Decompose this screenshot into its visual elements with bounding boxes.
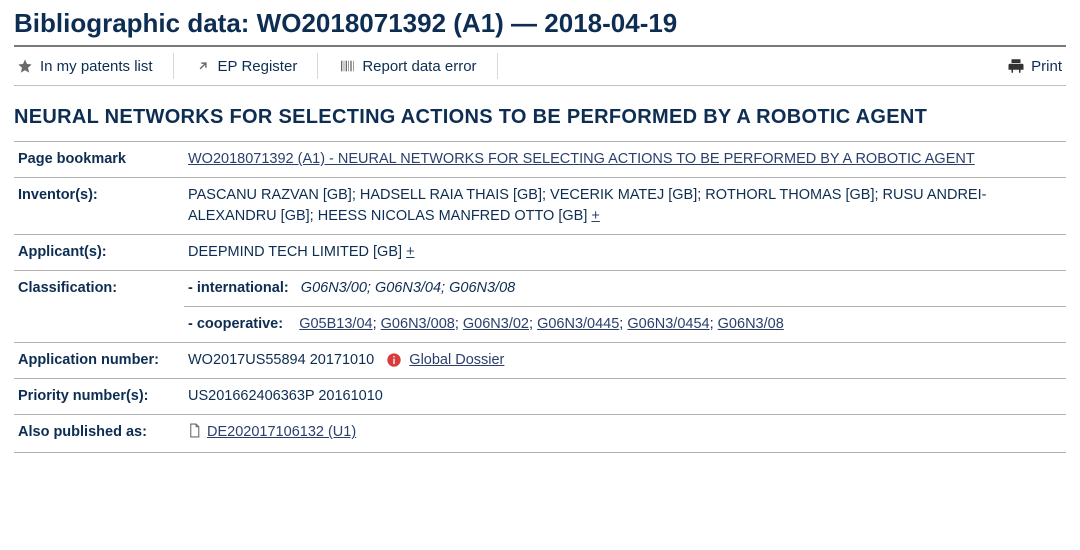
applicants-value: DEEPMIND TECH LIMITED [GB] + — [184, 235, 1066, 271]
meta-table: Page bookmark WO2018071392 (A1) - NEURAL… — [14, 141, 1066, 453]
row-priority: Priority number(s): US201662406363P 2016… — [14, 379, 1066, 415]
coop-codes: G05B13/04; G06N3/008; G06N3/02; G06N3/04… — [299, 316, 784, 332]
row-classification: Classification: - international: G06N3/0… — [14, 271, 1066, 343]
inventors-label: Inventor(s): — [14, 178, 184, 235]
row-bookmark: Page bookmark WO2018071392 (A1) - NEURAL… — [14, 142, 1066, 178]
report-error-button[interactable]: Report data error — [318, 53, 497, 79]
coop-code-link[interactable]: G06N3/02 — [463, 316, 529, 332]
classification-value: - international: G06N3/00; G06N3/04; G06… — [184, 271, 1066, 343]
inventors-expand-link[interactable]: + — [591, 208, 599, 224]
coop-code-link[interactable]: G06N3/08 — [718, 316, 784, 332]
row-app-number: Application number: WO2017US55894 201710… — [14, 343, 1066, 379]
intl-sublabel: - international: — [188, 280, 289, 296]
my-patents-button[interactable]: In my patents list — [14, 53, 174, 79]
print-label: Print — [1031, 58, 1062, 75]
external-link-icon — [194, 59, 212, 73]
info-icon — [386, 352, 402, 368]
ep-register-label: EP Register — [218, 58, 298, 75]
global-dossier-link[interactable]: Global Dossier — [409, 352, 504, 368]
row-inventors: Inventor(s): PASCANU RAZVAN [GB]; HADSEL… — [14, 178, 1066, 235]
app-number-label: Application number: — [14, 343, 184, 379]
report-error-label: Report data error — [362, 58, 476, 75]
also-published-value: DE202017106132 (U1) — [184, 415, 1066, 453]
patent-title: NEURAL NETWORKS FOR SELECTING ACTIONS TO… — [14, 106, 1066, 129]
inventors-text: PASCANU RAZVAN [GB]; HADSELL RAIA THAIS … — [188, 187, 986, 224]
coop-code-link[interactable]: G06N3/008 — [381, 316, 455, 332]
star-icon — [16, 58, 34, 74]
priority-value: US201662406363P 20161010 — [184, 379, 1066, 415]
bookmark-link[interactable]: WO2018071392 (A1) - NEURAL NETWORKS FOR … — [188, 151, 975, 167]
row-also-published: Also published as: DE202017106132 (U1) — [14, 415, 1066, 453]
applicants-label: Applicant(s): — [14, 235, 184, 271]
coop-sublabel: - cooperative: — [188, 316, 283, 332]
app-number-text: WO2017US55894 20171010 — [188, 352, 374, 368]
row-applicants: Applicant(s): DEEPMIND TECH LIMITED [GB]… — [14, 235, 1066, 271]
print-icon — [1007, 57, 1025, 75]
priority-label: Priority number(s): — [14, 379, 184, 415]
intl-codes: G06N3/00; G06N3/04; G06N3/08 — [301, 280, 515, 296]
coop-code-link[interactable]: G06N3/0445 — [537, 316, 619, 332]
also-published-link[interactable]: DE202017106132 (U1) — [207, 424, 356, 440]
also-published-label: Also published as: — [14, 415, 184, 453]
classification-label: Classification: — [14, 271, 184, 343]
page-heading: Bibliographic data: WO2018071392 (A1) ― … — [14, 8, 1066, 39]
print-button[interactable]: Print — [1003, 53, 1066, 79]
applicants-expand-link[interactable]: + — [406, 244, 414, 260]
app-number-value: WO2017US55894 20171010 Global Dossier — [184, 343, 1066, 379]
inventors-value: PASCANU RAZVAN [GB]; HADSELL RAIA THAIS … — [184, 178, 1066, 235]
my-patents-label: In my patents list — [40, 58, 153, 75]
document-icon — [188, 423, 201, 445]
bookmark-label: Page bookmark — [14, 142, 184, 178]
coop-code-link[interactable]: G06N3/0454 — [627, 316, 709, 332]
bookmark-value: WO2018071392 (A1) - NEURAL NETWORKS FOR … — [184, 142, 1066, 178]
coop-code-link[interactable]: G05B13/04 — [299, 316, 372, 332]
applicants-text: DEEPMIND TECH LIMITED [GB] — [188, 244, 406, 260]
ep-register-button[interactable]: EP Register — [174, 53, 319, 79]
toolbar: In my patents list EP Register Report da… — [14, 47, 1066, 86]
barcode-icon — [338, 58, 356, 74]
